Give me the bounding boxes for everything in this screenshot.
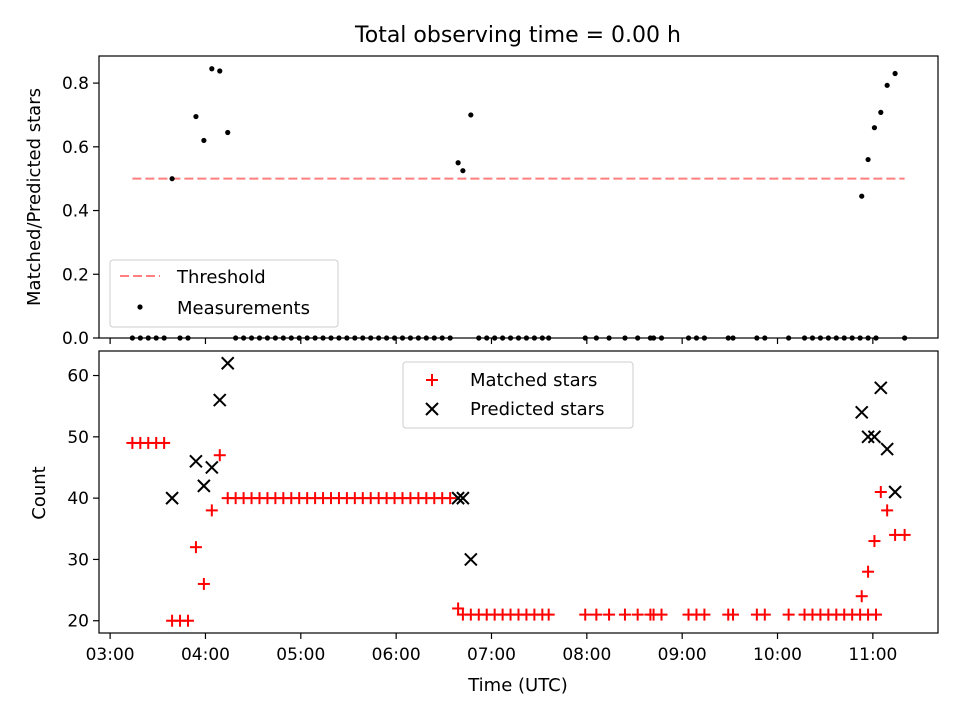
measurement-point: [865, 156, 871, 163]
count-y-tick-label: 50: [67, 428, 89, 448]
count-x-tick-label: 06:00: [372, 645, 421, 665]
measurement-point: [209, 66, 215, 72]
count-x-tick-label: 04:00: [181, 645, 230, 665]
matched-star-point: [868, 535, 881, 548]
matched-star-point: [655, 608, 668, 621]
count-x-tick-label: 09:00: [658, 645, 707, 665]
count-y-tick-label: 40: [67, 489, 89, 509]
measurement-point: [892, 70, 898, 77]
ratio-panel-ylabel: Matched/Predicted stars: [24, 88, 45, 306]
matched-star-point: [189, 541, 202, 554]
predicted-star-point: [464, 552, 478, 567]
ratio-legend: Threshold Measurements: [109, 259, 339, 328]
matched-legend-label: Matched stars: [470, 370, 597, 391]
predicted-star-point: [197, 479, 211, 493]
matched-star-point: [855, 590, 868, 603]
measurement-point: [225, 129, 231, 136]
count-x-tick-label: 05:00: [276, 645, 325, 665]
predicted-star-point: [874, 381, 888, 395]
matched-star-point: [874, 486, 887, 498]
count-panel: Count Time (UTC) 20 30 40 50 60 03:00 04:00 05:…: [29, 350, 939, 696]
predicted-star-point: [867, 430, 882, 444]
predicted-star-point: [861, 430, 875, 444]
measurement-point: [871, 125, 878, 131]
ratio-panel-title: Total observing time = 0.00 h: [354, 23, 681, 48]
matched-star-point: [782, 608, 795, 621]
measurement-point: [859, 193, 865, 199]
measurement-point: [201, 137, 207, 144]
matched-star-point: [603, 608, 616, 621]
count-x-tick-label: 10:00: [753, 645, 802, 665]
count-legend: Matched stars Predicted stars: [402, 361, 634, 429]
ratio-legend-box: [109, 259, 339, 328]
ratio-y-tick-label: 0.8: [62, 74, 89, 94]
matched-star-point: [590, 608, 603, 621]
matched-legend-swatch: [426, 374, 438, 386]
matched-star-point: [698, 608, 711, 621]
predicted-star-point: [888, 485, 902, 499]
predicted-legend-label: Predicted stars: [470, 399, 604, 420]
matched-star-point: [205, 504, 218, 517]
count-x-tick-label: 07:00: [467, 645, 516, 665]
count-panel-ylabel: Count: [29, 466, 50, 519]
predicted-star-point: [855, 405, 869, 420]
count-y-tick-label: 20: [67, 612, 89, 632]
predicted-star-point: [165, 491, 179, 505]
matched-star-point: [197, 577, 210, 590]
matched-star-point: [898, 528, 911, 541]
predicted-star-point: [451, 491, 465, 505]
measurement-point: [460, 168, 466, 174]
measurement-point: [455, 160, 461, 166]
predicted-star-point: [456, 491, 470, 505]
measurement-point: [217, 68, 223, 74]
predicted-star-point: [213, 393, 227, 407]
matched-star-point: [579, 608, 592, 621]
matched-star-point: [444, 492, 457, 505]
count-x-tick-label: 11:00: [848, 645, 897, 665]
count-legend-box: [402, 361, 634, 429]
measurements-legend-swatch: [137, 304, 143, 310]
ratio-panel: Total observing time = 0.00 h Matched/Pr…: [24, 23, 939, 349]
matched-star-point: [758, 608, 771, 621]
count-y-tick-label: 60: [67, 367, 89, 387]
count-panel-xlabel: Time (UTC): [467, 675, 568, 696]
matched-star-point: [727, 608, 740, 621]
ratio-y-tick-label: 0.4: [62, 202, 89, 222]
ratio-panel-frame: [98, 55, 939, 339]
matched-star-point: [181, 614, 194, 627]
predicted-star-point: [205, 460, 219, 475]
matched-star-point: [213, 449, 226, 462]
matched-star-point: [870, 608, 883, 621]
measurement-point: [169, 176, 175, 182]
count-panel-frame: [98, 350, 939, 634]
predicted-star-point: [189, 454, 203, 469]
matched-star-point: [618, 608, 631, 621]
measurements-legend-label: Measurements: [177, 298, 310, 319]
predicted-star-point: [880, 442, 894, 456]
measurement-point: [468, 112, 474, 118]
ratio-y-tick-label: 0.2: [62, 265, 89, 285]
matched-star-point: [881, 504, 894, 517]
measurement-point: [193, 113, 199, 120]
measurement-point: [878, 109, 884, 115]
matched-star-point: [631, 608, 644, 621]
matched-star-point: [158, 436, 171, 449]
count-x-tick-label: 03:00: [86, 645, 135, 665]
matched-star-point: [452, 602, 465, 615]
ratio-y-tick-label: 0.0: [62, 329, 89, 349]
predicted-star-point: [221, 356, 235, 370]
measurement-point: [884, 82, 890, 88]
count-y-tick-label: 30: [67, 550, 89, 570]
ratio-y-tick-label: 0.6: [62, 138, 89, 158]
threshold-legend-label: Threshold: [176, 267, 266, 288]
matched-star-point: [862, 565, 875, 578]
predicted-legend-swatch: [425, 402, 439, 416]
count-plot-area: 20 30 40 50 60 03:00 04:00 05:00 06:00 07:00 08:00…: [67, 356, 911, 665]
count-x-tick-label: 08:00: [562, 645, 611, 665]
matched-star-point: [542, 608, 555, 621]
